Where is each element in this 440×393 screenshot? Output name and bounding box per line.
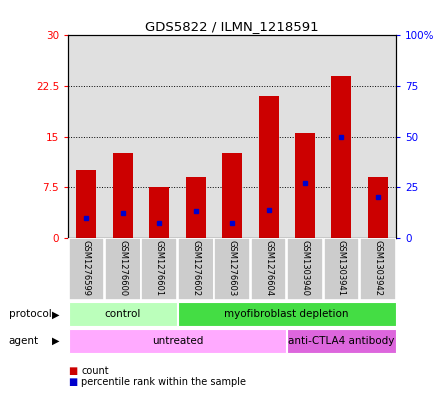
Bar xyxy=(214,239,250,300)
Text: anti-CTLA4 antibody: anti-CTLA4 antibody xyxy=(288,336,395,346)
Text: count: count xyxy=(81,366,109,376)
Bar xyxy=(331,76,352,238)
Text: protocol: protocol xyxy=(9,309,51,320)
Bar xyxy=(360,239,396,300)
Bar xyxy=(368,177,388,238)
Text: agent: agent xyxy=(9,336,39,346)
Text: untreated: untreated xyxy=(152,336,203,346)
Bar xyxy=(222,153,242,238)
Text: GSM1303942: GSM1303942 xyxy=(373,240,382,296)
Text: GSM1276603: GSM1276603 xyxy=(227,240,237,297)
Bar xyxy=(69,239,104,300)
Bar xyxy=(69,329,286,353)
Bar xyxy=(186,177,205,238)
Bar xyxy=(178,239,213,300)
Bar xyxy=(113,153,133,238)
Text: myofibroblast depletion: myofibroblast depletion xyxy=(224,309,349,319)
Text: GSM1276601: GSM1276601 xyxy=(155,240,164,296)
Bar xyxy=(69,302,177,326)
Bar xyxy=(287,239,323,300)
Bar xyxy=(251,239,286,300)
Bar xyxy=(105,239,141,300)
Text: percentile rank within the sample: percentile rank within the sample xyxy=(81,377,246,387)
Text: ■: ■ xyxy=(68,377,77,387)
Text: GSM1276600: GSM1276600 xyxy=(118,240,127,296)
Title: GDS5822 / ILMN_1218591: GDS5822 / ILMN_1218591 xyxy=(145,20,319,33)
Bar xyxy=(77,170,96,238)
Text: GSM1303941: GSM1303941 xyxy=(337,240,346,296)
Text: ■: ■ xyxy=(68,366,77,376)
Text: GSM1276602: GSM1276602 xyxy=(191,240,200,296)
Bar xyxy=(295,133,315,238)
Bar xyxy=(149,187,169,238)
Text: ▶: ▶ xyxy=(52,336,59,346)
Text: control: control xyxy=(105,309,141,319)
Text: ▶: ▶ xyxy=(52,309,59,320)
Bar xyxy=(287,329,396,353)
Text: GSM1276599: GSM1276599 xyxy=(82,240,91,296)
Bar xyxy=(259,96,279,238)
Text: GSM1276604: GSM1276604 xyxy=(264,240,273,296)
Bar xyxy=(141,239,177,300)
Text: GSM1303940: GSM1303940 xyxy=(301,240,309,296)
Bar xyxy=(178,302,396,326)
Bar xyxy=(323,239,359,300)
